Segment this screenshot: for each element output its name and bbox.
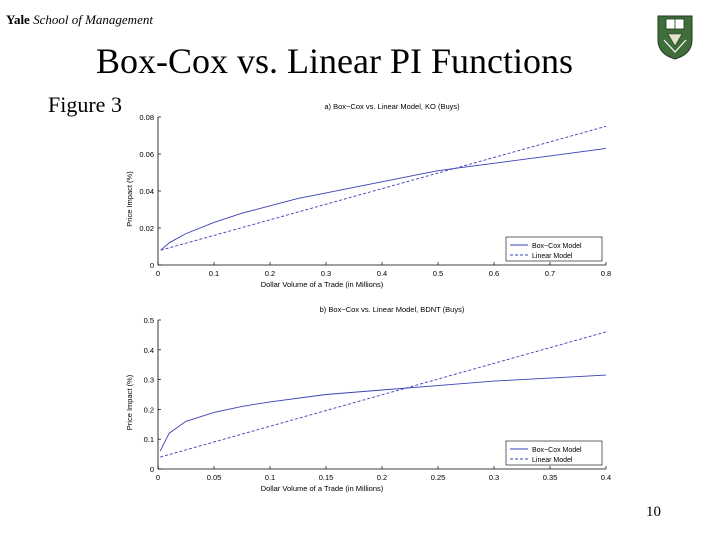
chart-title: b) Box−Cox vs. Linear Model, BDNT (Buys) bbox=[320, 305, 465, 314]
series-line-box-cox bbox=[159, 374, 607, 452]
x-tick-label: 0.2 bbox=[377, 473, 387, 482]
y-tick-label: 0.02 bbox=[139, 224, 154, 233]
legend-label: Linear Model bbox=[532, 457, 573, 464]
y-tick-label: 0.3 bbox=[144, 376, 154, 385]
x-tick-label: 0 bbox=[156, 269, 160, 278]
y-tick-label: 0 bbox=[150, 465, 154, 474]
page-number: 10 bbox=[646, 504, 661, 520]
slide-title: Box-Cox vs. Linear PI Functions bbox=[96, 41, 573, 81]
y-tick-label: 0.5 bbox=[144, 316, 154, 325]
y-tick-label: 0.08 bbox=[139, 113, 154, 122]
legend-label: Box−Cox Model bbox=[532, 243, 582, 250]
x-axis-label: Dollar Volume of a Trade (in Millions) bbox=[261, 280, 384, 289]
x-tick-label: 0.2 bbox=[265, 269, 275, 278]
chart-panel-2: 0 0.05 0.1 0.15 0.2 0.25 0.3 0.35 0.4 0 0.1 0.2 0.3 0… bbox=[125, 305, 611, 493]
x-tick-label: 0.1 bbox=[265, 473, 275, 482]
org-name-rest: School of Management bbox=[33, 12, 153, 27]
legend-box bbox=[505, 236, 603, 262]
x-tick-label: 0.35 bbox=[543, 473, 558, 482]
legend-label: Box−Cox Model bbox=[532, 447, 582, 454]
series-line-linear bbox=[160, 331, 607, 458]
org-name-bold: Yale bbox=[6, 12, 30, 27]
x-tick-label: 0.1 bbox=[209, 269, 219, 278]
y-tick-label: 0.06 bbox=[139, 150, 154, 159]
chart-title: a) Box−Cox vs. Linear Model, KO (Buys) bbox=[324, 102, 460, 111]
y-tick-label: 0 bbox=[150, 261, 154, 270]
y-axis-label: Price Impact (%) bbox=[125, 374, 134, 430]
yale-shield-logo bbox=[657, 15, 693, 60]
y-tick-label: 0.04 bbox=[139, 187, 154, 196]
x-tick-label: 0.3 bbox=[321, 269, 331, 278]
x-tick-label: 0.5 bbox=[433, 269, 443, 278]
chart-panel-1: 0 0.1 0.2 0.3 0.4 0.5 0.6 0.7 0.8 0 0.02 0.04 0.06 0.… bbox=[125, 102, 611, 289]
x-tick-label: 0.05 bbox=[207, 473, 222, 482]
x-tick-label: 0.7 bbox=[545, 269, 555, 278]
series-line-box-cox bbox=[160, 147, 607, 251]
x-tick-label: 0.4 bbox=[377, 269, 387, 278]
y-axis-label: Price Impact (%) bbox=[125, 171, 134, 227]
x-tick-label: 0 bbox=[156, 473, 160, 482]
y-tick-label: 0.1 bbox=[144, 435, 154, 444]
x-tick-label: 0.8 bbox=[601, 269, 611, 278]
legend-label: Linear Model bbox=[532, 253, 573, 260]
y-tick-label: 0.4 bbox=[144, 346, 154, 355]
chart-legend: Box−Cox Model Linear Model bbox=[505, 440, 603, 466]
x-tick-label: 0.3 bbox=[489, 473, 499, 482]
x-tick-label: 0.15 bbox=[319, 473, 334, 482]
x-tick-label: 0.6 bbox=[489, 269, 499, 278]
legend-box bbox=[505, 440, 603, 466]
figure-label: Figure 3 bbox=[48, 92, 122, 117]
series-line-linear bbox=[160, 125, 607, 251]
y-tick-label: 0.2 bbox=[144, 405, 154, 414]
x-tick-label: 0.4 bbox=[601, 473, 611, 482]
org-header: Yale School of Management bbox=[6, 12, 153, 28]
x-axis-label: Dollar Volume of a Trade (in Millions) bbox=[261, 484, 384, 493]
x-tick-label: 0.25 bbox=[431, 473, 446, 482]
chart-legend: Box−Cox Model Linear Model bbox=[505, 236, 603, 262]
